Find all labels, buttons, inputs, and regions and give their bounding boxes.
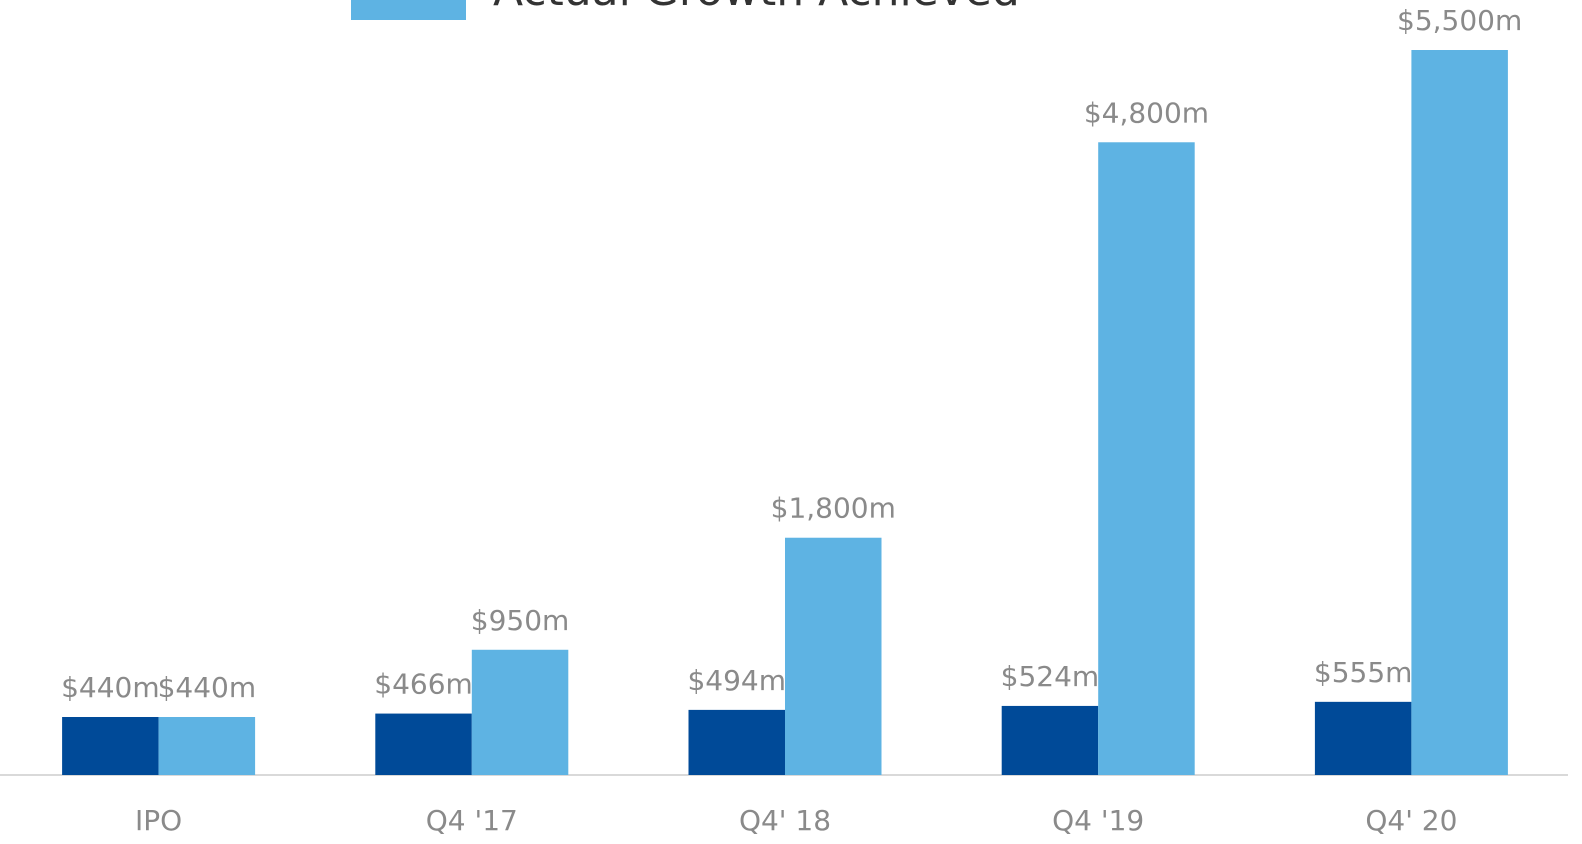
bar [471,649,569,775]
data-label: $440m [158,671,257,704]
bar [1411,50,1508,775]
bar [62,717,159,775]
bar [785,537,882,775]
data-label: $1,800m [771,492,896,525]
legend-label: Actual Growth Achieved [493,0,1020,16]
x-tick-label: IPO [135,804,182,837]
data-label: $494m [687,664,786,697]
data-label: $950m [471,604,570,637]
data-label: $440m [61,671,160,704]
x-tick-label: Q4' 18 [739,804,831,837]
bar [1001,705,1099,775]
bar [375,713,472,775]
data-label: $555m [1314,656,1413,689]
data-label: $5,500m [1397,4,1522,37]
x-tick-label: Q4' 20 [1365,804,1457,837]
bar [1098,142,1195,776]
x-tick-label: Q4 '19 [1052,804,1144,837]
legend-swatch [351,0,466,20]
data-label: $524m [1001,660,1100,693]
bar [688,709,785,775]
data-label: $4,800m [1084,96,1209,129]
bar [158,717,256,775]
data-label: $466m [374,668,473,701]
x-tick-label: Q4 '17 [426,804,518,837]
bar [1314,701,1412,775]
